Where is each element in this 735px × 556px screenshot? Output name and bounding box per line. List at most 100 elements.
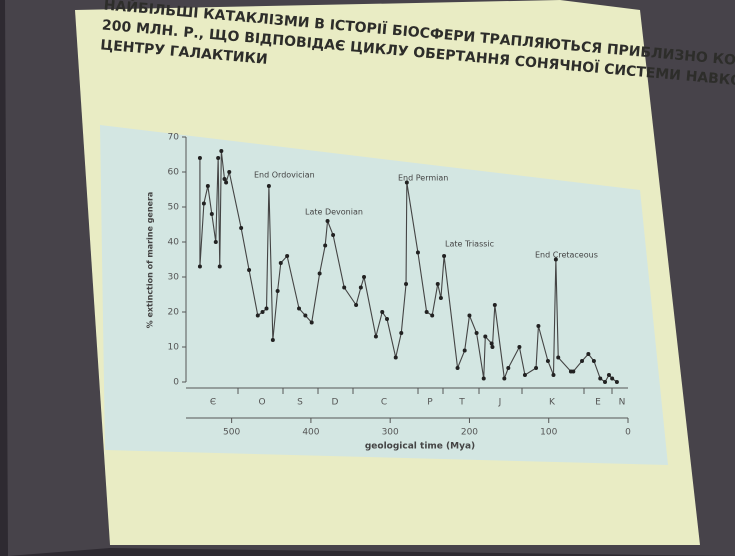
data-point	[436, 282, 440, 286]
period-label: D	[332, 398, 339, 408]
data-point	[580, 359, 584, 363]
y-tick-label: 20	[168, 308, 180, 318]
annotation: Late Triassic	[445, 240, 494, 249]
annotation: End Ordovician	[254, 171, 315, 180]
data-point	[592, 359, 596, 363]
data-point	[439, 296, 443, 300]
data-point	[493, 303, 497, 307]
data-point	[467, 314, 471, 318]
data-point	[265, 307, 269, 311]
data-point	[261, 310, 265, 314]
data-point	[216, 156, 220, 160]
data-point	[223, 177, 227, 181]
data-point	[490, 342, 494, 346]
data-point	[224, 181, 228, 185]
data-point	[214, 240, 218, 244]
annotation: Late Devonian	[305, 208, 363, 217]
y-tick-label: 60	[168, 168, 180, 178]
period-label: Є	[210, 398, 216, 408]
data-point	[374, 335, 378, 339]
data-point	[303, 314, 307, 318]
data-point	[210, 212, 214, 216]
data-point	[506, 366, 510, 370]
data-point	[536, 324, 540, 328]
period-label: O	[258, 398, 265, 408]
data-point	[483, 335, 487, 339]
x-tick-label: 500	[223, 428, 240, 438]
y-tick-label: 70	[168, 133, 180, 143]
data-point	[256, 314, 260, 318]
data-point	[425, 310, 429, 314]
data-point	[239, 226, 243, 230]
data-point	[430, 314, 434, 318]
data-point	[359, 286, 363, 290]
annotation: End Cretaceous	[535, 251, 598, 260]
data-point	[331, 233, 335, 237]
data-point	[380, 310, 384, 314]
data-point	[323, 244, 327, 248]
data-point	[218, 265, 222, 269]
y-tick-label: 10	[168, 343, 180, 353]
period-label: S	[297, 398, 303, 408]
data-point	[227, 170, 231, 174]
data-point	[615, 380, 619, 384]
data-point	[598, 377, 602, 381]
data-point	[610, 377, 614, 381]
period-label: E	[595, 398, 601, 408]
data-point	[247, 268, 251, 272]
slide-photo: НАЙБІЛЬШІ КАТАКЛІЗМИ В ІСТОРІЇ БІОСФЕРИ …	[0, 0, 735, 556]
data-point	[534, 366, 538, 370]
data-point	[399, 331, 403, 335]
x-tick-label: 200	[461, 428, 478, 438]
x-tick-label: 100	[540, 428, 557, 438]
data-point	[502, 377, 506, 381]
period-label: C	[381, 398, 387, 408]
data-point	[310, 321, 314, 325]
data-point	[416, 251, 420, 255]
data-point	[354, 303, 358, 307]
data-point	[404, 282, 408, 286]
data-point	[285, 254, 289, 258]
data-point	[297, 307, 301, 311]
data-point	[603, 380, 607, 384]
data-point	[405, 181, 409, 185]
period-label: P	[427, 398, 433, 408]
period-label: T	[458, 398, 465, 408]
data-point	[202, 202, 206, 206]
x-axis-label: geological time (Mya)	[365, 442, 475, 452]
data-point	[267, 184, 271, 188]
y-tick-label: 50	[168, 203, 180, 213]
page: НАЙБІЛЬШІ КАТАКЛІЗМИ В ІСТОРІЇ БІОСФЕРИ …	[0, 0, 735, 556]
data-point	[198, 156, 202, 160]
x-tick-label: 0	[625, 428, 631, 438]
data-point	[326, 219, 330, 223]
data-point	[394, 356, 398, 360]
data-point	[362, 275, 366, 279]
data-point	[318, 272, 322, 276]
data-point	[551, 373, 555, 377]
period-label: N	[619, 398, 626, 408]
data-point	[571, 370, 575, 374]
y-tick-label: 30	[168, 273, 180, 283]
data-point	[342, 286, 346, 290]
data-point	[482, 377, 486, 381]
data-point	[442, 254, 446, 258]
y-tick-label: 0	[173, 378, 179, 388]
data-point	[475, 331, 479, 335]
data-point	[556, 356, 560, 360]
x-tick-label: 300	[382, 428, 399, 438]
y-tick-label: 40	[168, 238, 180, 248]
data-point	[385, 317, 389, 321]
data-point	[276, 289, 280, 293]
data-point	[463, 349, 467, 353]
data-point	[490, 345, 494, 349]
data-point	[198, 265, 202, 269]
period-label: J	[498, 398, 502, 408]
data-point	[607, 373, 611, 377]
y-axis-label: % extinction of marine genera	[146, 192, 155, 329]
data-point	[206, 184, 210, 188]
data-point	[554, 258, 558, 262]
data-point	[546, 359, 550, 363]
data-point	[279, 261, 283, 265]
data-point	[219, 149, 223, 153]
